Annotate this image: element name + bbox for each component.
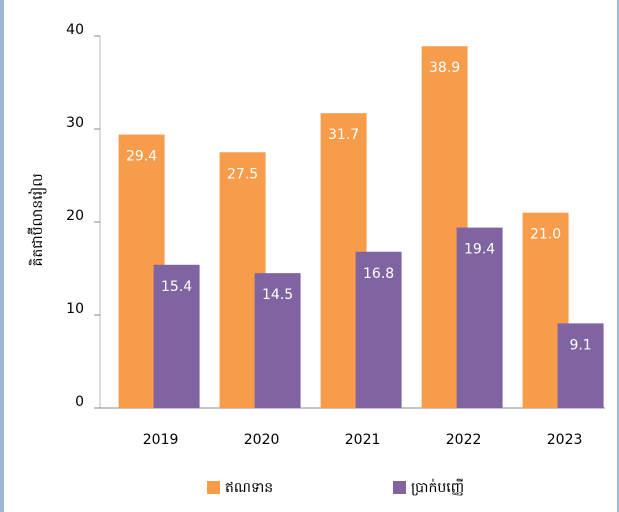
chart: គិតជាប៊ីលានរៀល 0 10 20 30 40 2019 29.4 15.4 2020… bbox=[27, 22, 605, 496]
y-tick-label: 20 bbox=[66, 208, 84, 224]
bar bbox=[456, 227, 503, 408]
bar bbox=[254, 273, 301, 408]
y-axis-label: គិតជាប៊ីលានរៀល bbox=[27, 173, 47, 266]
bar bbox=[557, 323, 604, 408]
value-label: 9.1 bbox=[569, 337, 591, 353]
value-label: 29.4 bbox=[126, 149, 157, 165]
value-label: 14.5 bbox=[262, 287, 293, 303]
value-label: 27.5 bbox=[227, 166, 258, 182]
x-tick-label: 2020 bbox=[244, 432, 280, 448]
legend-swatch bbox=[207, 481, 220, 494]
x-tick-label: 2022 bbox=[446, 432, 482, 448]
y-tick-label: 30 bbox=[66, 115, 84, 131]
legend-swatch bbox=[393, 481, 406, 494]
value-label: 31.7 bbox=[328, 127, 359, 143]
value-label: 21.0 bbox=[530, 227, 561, 243]
y-tick-label: 10 bbox=[66, 301, 84, 317]
value-label: 19.4 bbox=[464, 242, 495, 258]
x-tick-label: 2023 bbox=[547, 432, 583, 448]
y-tick-label: 0 bbox=[75, 394, 84, 410]
value-label: 16.8 bbox=[363, 266, 394, 282]
legend-label: ប្រាក់បញ្ញើ bbox=[411, 478, 464, 496]
y-tick-label: 40 bbox=[66, 22, 84, 38]
bar bbox=[153, 264, 200, 408]
x-tick-label: 2019 bbox=[143, 432, 179, 448]
legend-label: ឥណទាន bbox=[225, 480, 273, 496]
value-label: 15.4 bbox=[161, 279, 192, 295]
value-label: 38.9 bbox=[429, 60, 460, 76]
x-tick-label: 2021 bbox=[345, 432, 381, 448]
bar bbox=[355, 251, 402, 408]
